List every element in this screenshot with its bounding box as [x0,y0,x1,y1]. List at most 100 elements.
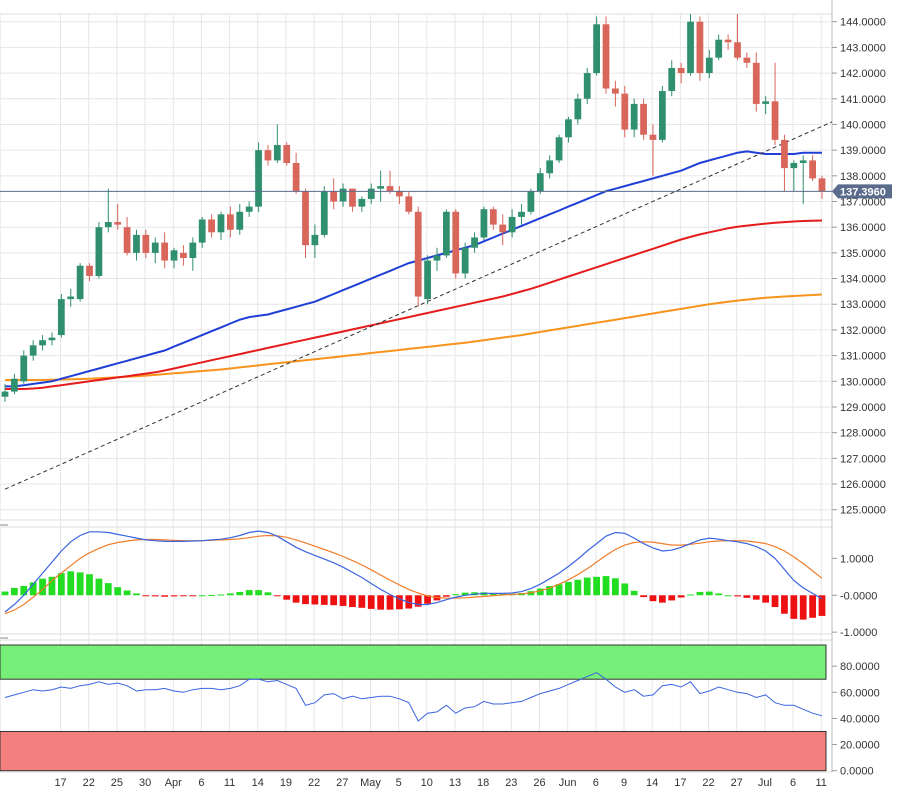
x-tick-label: May [360,777,381,789]
candle-body-up [311,234,319,246]
candle-body-up [1,391,9,397]
macd-hist-bar-pos [705,591,713,596]
candle-body-up [546,160,554,174]
x-tick-label: 9 [621,777,627,789]
macd-hist-bar-neg [818,595,826,616]
candle-body-down [499,224,507,233]
candle-body-down [283,144,291,163]
candle-body-down [640,103,647,135]
macd-hist-bar-pos [612,578,619,596]
macd-y-tick-label: -1.0000 [840,627,877,639]
rsi-y-tick-label: 40.0000 [840,713,880,725]
sma-mid-line [5,219,823,390]
macd-hist-bar-pos [583,577,591,596]
candle-body-down [489,209,497,225]
macd-hist-bar-pos [555,584,563,596]
candle-body-up [217,214,225,233]
macd-hist-bar-neg [752,595,760,600]
macd-hist-bar-pos [217,594,225,596]
candle-body-down [226,214,234,230]
macd-hist-bar-pos [67,571,75,596]
candle-body-up [518,211,525,217]
price-y-tick-label: 127.0000 [840,453,886,465]
macd-hist-bar-pos [29,582,37,596]
candle-body-down [414,211,422,297]
x-tick-label: Apr [165,777,182,789]
current-price-tag [832,184,892,199]
x-tick-label: 10 [421,777,433,789]
macd-hist-bar-pos [687,594,694,596]
macd-hist-bar-neg [405,595,413,609]
macd-hist-bar-pos [11,587,18,596]
price-y-tick-label: 130.0000 [840,376,886,388]
candle-body-down [752,62,760,104]
macd-hist-bar-neg [151,595,159,597]
candle-body-down [818,178,826,192]
x-tick-label: 5 [396,777,402,789]
macd-hist-bar-pos [76,572,84,596]
macd-hist-bar-pos [452,594,460,596]
candle-body-up [339,188,347,202]
price-y-tick-label: 134.0000 [840,274,886,286]
candle-body-up [705,57,713,74]
candle-body-down [349,188,356,207]
macd-hist-bar-pos [114,587,122,596]
x-tick-label: Jun [559,777,577,789]
candle-body-up [67,296,75,300]
x-tick-label: 27 [731,777,743,789]
price-y-tick-label: 142.0000 [840,68,886,80]
macd-hist-bar-neg [320,595,328,605]
macd-hist-bar-pos [574,579,582,596]
macd-panel [0,526,833,635]
candle-body-up [668,67,676,92]
candle-body-down [677,67,685,74]
macd-hist-bar-neg [414,595,422,607]
price-y-tick-label: 137.0000 [840,197,886,209]
x-tick-label: 17 [54,777,66,789]
candle-body-down [781,139,788,169]
macd-hist-bar-neg [377,595,385,610]
candle-body-up [715,39,723,58]
macd-hist-bar-neg [771,595,779,608]
current-price-label: 137.3960 [840,186,886,198]
candle-body-down [649,134,657,140]
macd-hist-bar-neg [367,595,375,609]
candle-body-up [630,103,638,130]
macd-hist-bar-neg [640,595,647,598]
candle-body-up [799,160,807,163]
candle-body-up [151,242,159,253]
x-tick-label: 6 [790,777,796,789]
macd-hist-bar-neg [330,595,338,606]
candle-body-up [11,378,18,392]
macd-hist-bar-pos [489,593,497,596]
candle-body-up [57,299,65,336]
candle-body-up [687,21,694,74]
price-y-tick-label: 126.0000 [840,479,886,491]
candle-body-down [180,252,187,259]
macd-hist-bar-neg [424,595,431,604]
price-y-tick-label: 135.0000 [840,248,886,260]
macd-hist-bar-pos [696,591,704,596]
macd-hist-bar-pos [621,583,629,596]
macd-hist-bar-pos [57,573,65,596]
candle-body-up [358,198,366,207]
candle-body-down [161,242,169,261]
candle-body-up [29,345,37,356]
candle-body-down [302,191,309,246]
macd-hist-bar-pos [39,578,46,596]
rsi-line [4,672,823,722]
x-tick-label: 6 [198,777,204,789]
macd-hist-bar-neg [743,595,751,598]
candle-body-down [724,39,732,43]
x-tick-label: Jul [758,777,772,789]
macd-hist-bar-pos [565,581,572,596]
price-y-tick-label: 141.0000 [840,94,886,106]
candle-body-up [170,250,178,261]
x-tick-label: 26 [533,777,545,789]
macd-hist-bar-pos [724,595,732,597]
candle-body-up [424,260,431,300]
candle-body-up [189,242,197,259]
macd-hist-bar-neg [799,595,807,620]
macd-hist-bar-neg [161,595,169,597]
